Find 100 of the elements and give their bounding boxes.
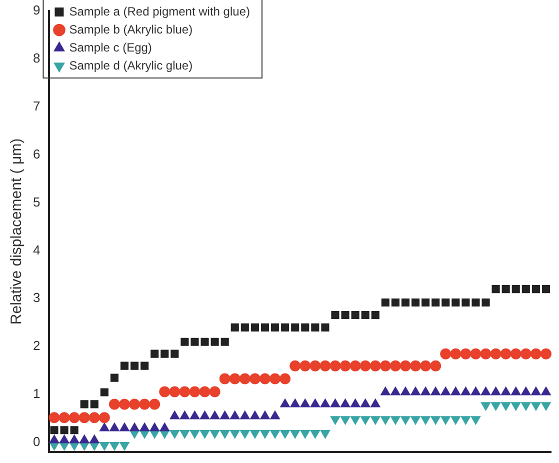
point: [200, 410, 210, 420]
point: [340, 416, 350, 425]
point: [462, 298, 470, 307]
point: [120, 362, 129, 370]
point: [521, 402, 531, 411]
point: [149, 398, 160, 410]
point: [230, 323, 239, 332]
point: [70, 426, 78, 434]
point: [68, 412, 80, 424]
point: [541, 402, 551, 411]
point: [80, 400, 88, 408]
point: [320, 430, 330, 439]
point: [470, 348, 482, 360]
point: [472, 298, 480, 307]
point: [300, 430, 310, 439]
point: [169, 386, 180, 398]
point: [129, 398, 140, 410]
point: [250, 323, 259, 332]
y-tick-label: 1: [32, 386, 40, 402]
point: [510, 348, 522, 360]
point: [500, 348, 512, 360]
point: [160, 350, 169, 358]
point: [430, 360, 442, 372]
point: [301, 323, 310, 332]
point: [520, 348, 532, 360]
point: [330, 360, 341, 372]
point: [330, 416, 340, 425]
point: [250, 410, 260, 420]
y-tick-label: 7: [32, 98, 40, 114]
point: [190, 430, 200, 439]
point: [290, 430, 300, 439]
point: [320, 360, 331, 372]
y-tick-label: 8: [32, 50, 40, 66]
point: [320, 398, 330, 408]
point: [511, 402, 521, 411]
point: [280, 430, 290, 439]
point: [220, 410, 230, 420]
point: [300, 360, 311, 372]
point: [470, 416, 481, 425]
point: [60, 426, 68, 434]
point: [170, 410, 180, 420]
point: [280, 398, 290, 408]
point: [371, 310, 380, 320]
point: [340, 360, 351, 372]
point: [380, 360, 391, 372]
point: [530, 348, 542, 360]
point: [290, 360, 301, 372]
point: [492, 285, 500, 294]
point: [532, 285, 540, 294]
point: [179, 386, 190, 398]
point: [210, 430, 220, 439]
point: [240, 430, 250, 439]
point: [482, 298, 490, 307]
point: [422, 298, 430, 307]
point: [220, 430, 230, 439]
point: [281, 323, 290, 332]
point: [58, 412, 70, 424]
point: [200, 338, 209, 346]
y-tick-label: 9: [32, 2, 40, 18]
point: [411, 298, 420, 307]
legend-label: Sample c (Egg): [69, 40, 152, 54]
point: [430, 416, 440, 425]
point: [511, 386, 521, 396]
point: [452, 298, 460, 307]
point: [502, 285, 510, 294]
point: [360, 416, 370, 425]
point: [400, 386, 410, 396]
point: [522, 285, 530, 294]
point: [420, 386, 430, 396]
point: [542, 285, 550, 294]
point: [351, 310, 360, 320]
point: [209, 386, 220, 398]
y-tick-label: 0: [32, 434, 40, 450]
point: [90, 434, 100, 444]
point: [450, 386, 460, 396]
point: [490, 386, 501, 396]
y-tick-label: 5: [32, 194, 40, 210]
point: [470, 386, 481, 396]
point: [330, 398, 340, 408]
point: [50, 426, 58, 434]
point: [460, 348, 472, 360]
point: [360, 398, 370, 408]
point: [230, 410, 240, 420]
point: [48, 412, 60, 424]
point: [430, 386, 440, 396]
point: [370, 398, 380, 408]
point: [390, 386, 400, 396]
point: [110, 422, 120, 432]
point: [531, 402, 541, 411]
point: [100, 388, 108, 396]
point: [199, 386, 210, 398]
point: [410, 416, 420, 425]
point: [190, 410, 200, 420]
point: [189, 386, 200, 398]
y-axis-title: Relative displacement ( μm): [8, 138, 26, 325]
point: [370, 360, 381, 372]
point: [512, 285, 520, 294]
point: [180, 338, 189, 346]
point: [78, 412, 90, 424]
point: [110, 374, 118, 382]
